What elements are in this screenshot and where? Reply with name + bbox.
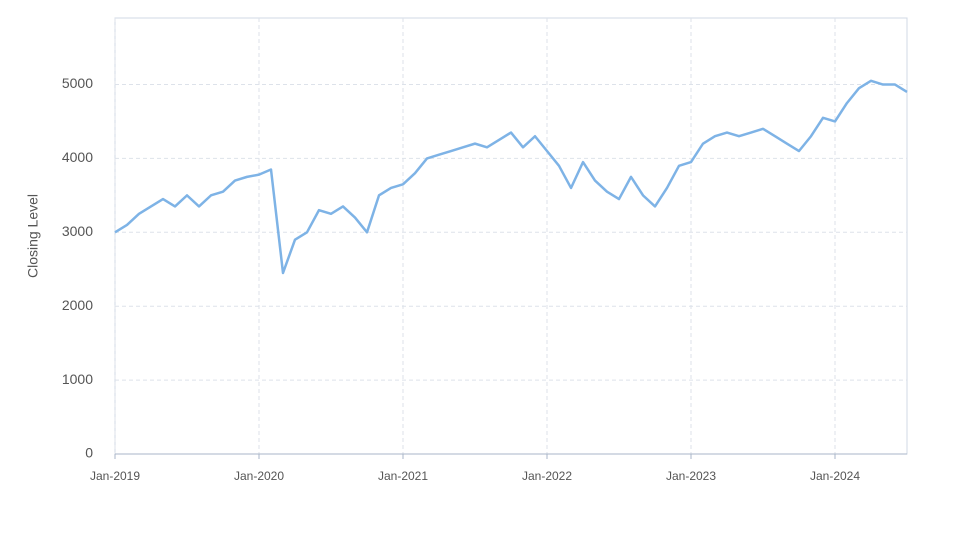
- y-tick-label: 5000: [62, 75, 93, 91]
- x-tick-label: Jan-2021: [378, 469, 428, 483]
- y-tick-label: 2000: [62, 297, 93, 313]
- price-line: [114, 79, 908, 275]
- y-tick-label: 0: [85, 445, 93, 461]
- y-axis-label: Closing Level: [25, 194, 41, 278]
- x-tick-label: Jan-2024: [810, 469, 860, 483]
- y-tick-label: 1000: [62, 371, 93, 387]
- plot-frame: [114, 17, 908, 455]
- x-tick-label: Jan-2022: [522, 469, 572, 483]
- x-tick-label: Jan-2023: [666, 469, 716, 483]
- y-tick-label: 3000: [62, 223, 93, 239]
- y-tick-label: 4000: [62, 149, 93, 165]
- x-tick-label: Jan-2020: [234, 469, 284, 483]
- x-tick-label: Jan-2019: [90, 469, 140, 483]
